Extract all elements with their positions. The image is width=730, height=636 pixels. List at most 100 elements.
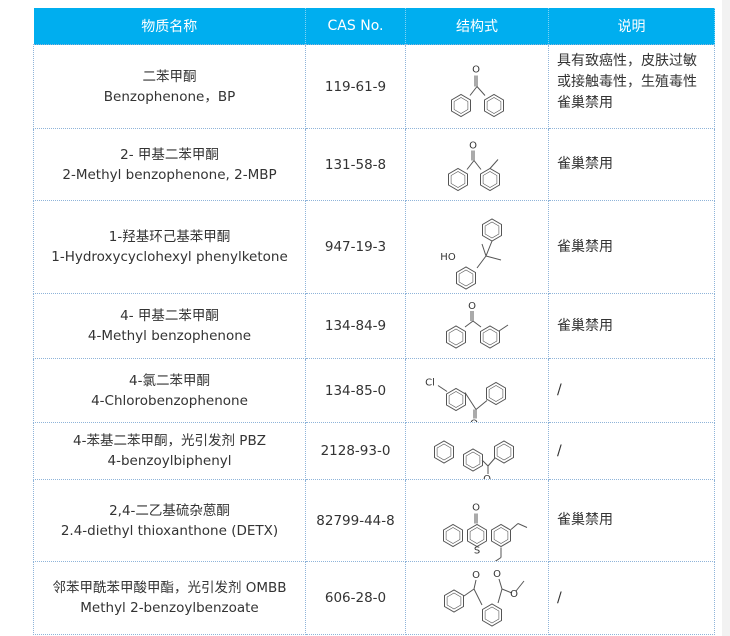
substance-name-cell: 2- 甲基二苯甲酮 2-Methyl benzophenone, 2-MBP [33, 128, 306, 201]
bond [517, 522, 528, 528]
ring-inner [484, 606, 500, 623]
substance-name-cell: 4-苯基二苯甲酮，光引发剂 PBZ 4-benzoylbiphenyl [33, 422, 306, 480]
ring-inner [486, 96, 502, 114]
header-cas: CAS No. [305, 8, 406, 45]
atom-label: O [470, 418, 478, 422]
ring-inner [484, 221, 500, 238]
substance-name-cell: 邻苯甲酰苯甲酸甲酯，光引发剂 OMBB Methyl 2-benzoylbenzo… [33, 561, 306, 635]
cas-number: 131-58-8 [305, 128, 406, 201]
ring-inner [458, 269, 474, 286]
table-row: 1-羟基环己基苯甲酮 1-Hydroxycyclohexyl phenylketo… [33, 200, 715, 294]
table-header-row: 物质名称 CAS No. 结构式 说明 [33, 8, 715, 45]
structure-cell: HO [405, 200, 549, 294]
bond [498, 578, 503, 589]
ring-inner [436, 443, 452, 460]
substance-name-cell: 4- 甲基二苯甲酮 4-Methyl benzophenone [33, 293, 306, 359]
bond [476, 85, 486, 96]
bond [515, 580, 525, 591]
description: / [548, 561, 715, 635]
english-name: 2-Methyl benzophenone, 2-MBP [62, 166, 277, 183]
scrollbar-track[interactable] [722, 0, 730, 636]
description: / [548, 358, 715, 423]
cas-number: 947-19-3 [305, 200, 406, 294]
ring [456, 265, 476, 290]
structure-cell: O [405, 128, 549, 201]
chinese-name: 2,4-二乙基硫杂蒽酮 [109, 502, 230, 519]
description: 雀巢禁用 [548, 128, 715, 201]
cas-number: 134-84-9 [305, 293, 406, 359]
ring [451, 93, 471, 117]
ring-inner [482, 328, 498, 345]
structure-cell: O [405, 293, 549, 359]
structure-cell: O [405, 422, 549, 480]
structure-cell: O Cl [405, 358, 549, 423]
bond [476, 255, 487, 268]
ring [482, 602, 502, 627]
bond [489, 158, 499, 169]
ring [494, 439, 514, 464]
english-name: Benzophenone，BP [103, 88, 236, 105]
ring-inner [496, 443, 512, 460]
cas-number: 134-85-0 [305, 358, 406, 423]
bond [510, 522, 519, 530]
bond [498, 324, 509, 331]
english-name: 1-Hydroxycyclohexyl phenylketone [51, 249, 288, 265]
atom-label: O [472, 502, 480, 513]
bond [481, 243, 487, 256]
ring [443, 523, 463, 547]
table-row: 4-氯二苯甲酮 4-Chlorobenzophenone 134-85-0 O Cl / [33, 358, 715, 423]
bond [469, 85, 478, 96]
bond [437, 384, 448, 392]
ring [484, 93, 504, 117]
substance-name-cell: 2,4-二乙基硫杂蒽酮 2.4-diethyl thioxanthone (DET… [33, 479, 306, 562]
description: 雀巢禁用 [548, 293, 715, 359]
ring [448, 167, 468, 191]
bond [501, 588, 513, 593]
bond [497, 588, 503, 603]
table-row: 邻苯甲酰苯甲酸甲酯，光引发剂 OMBB Methyl 2-benzoylbenzo… [33, 561, 715, 635]
ring [434, 439, 454, 464]
cas-number: 119-61-9 [305, 44, 406, 129]
bond [473, 159, 482, 170]
ring-inner [469, 526, 485, 544]
atom-label: O [468, 301, 476, 312]
bond [464, 391, 477, 410]
atom-label: O [472, 570, 480, 581]
atom-label: HO [440, 252, 456, 263]
chinese-name: 二苯甲酮 [142, 68, 197, 85]
ring-inner [465, 451, 481, 468]
atom-label: O [472, 64, 480, 75]
bond [481, 459, 489, 466]
4-benzoylbiphenyl-structure-icon: O [434, 439, 514, 479]
table-row: 二苯甲酮 Benzophenone，BP 119-61-9 O 具有致癌性，皮肤过敏或接… [33, 44, 715, 129]
ring-inner [453, 96, 469, 114]
english-name: 4-Chlorobenzophenone [91, 392, 248, 409]
atom-label: O [493, 569, 501, 580]
substance-name-cell: 二苯甲酮 Benzophenone，BP [33, 44, 306, 129]
ring [491, 523, 511, 547]
ring-inner [448, 328, 464, 345]
ring [486, 381, 506, 405]
ring-inner [445, 526, 461, 544]
bond [485, 255, 502, 260]
ring-inner [450, 170, 466, 188]
hydroxycyclohexyl-phenylketone-structure-icon: HO [440, 217, 502, 290]
atom-label: O [483, 474, 491, 479]
english-name: 4-benzoylbiphenyl [107, 453, 232, 469]
4-chlorobenzophenone-structure-icon: O Cl [425, 377, 506, 422]
ombb-structure-icon: O OO [444, 569, 525, 627]
substance-name-cell: 4-氯二苯甲酮 4-Chlorobenzophenone [33, 358, 306, 423]
atom-label: S [474, 545, 480, 556]
chinese-name: 2- 甲基二苯甲酮 [120, 146, 219, 163]
ring [480, 167, 500, 191]
bond [494, 556, 502, 561]
cas-number: 606-28-0 [305, 561, 406, 635]
chinese-name: 邻苯甲酰苯甲酸甲酯，光引发剂 OMBB [52, 580, 287, 596]
substance-table: 物质名称 CAS No. 结构式 说明 二苯甲酮 Benzophenone，BP 1… [33, 8, 715, 635]
ring-inner [448, 390, 464, 408]
atom-label: Cl [425, 377, 435, 388]
bond [463, 588, 475, 596]
ring [444, 588, 464, 613]
ring-inner [446, 592, 462, 609]
table-row: 2,4-二乙基硫杂蒽酮 2.4-diethyl thioxanthone (DET… [33, 479, 715, 562]
